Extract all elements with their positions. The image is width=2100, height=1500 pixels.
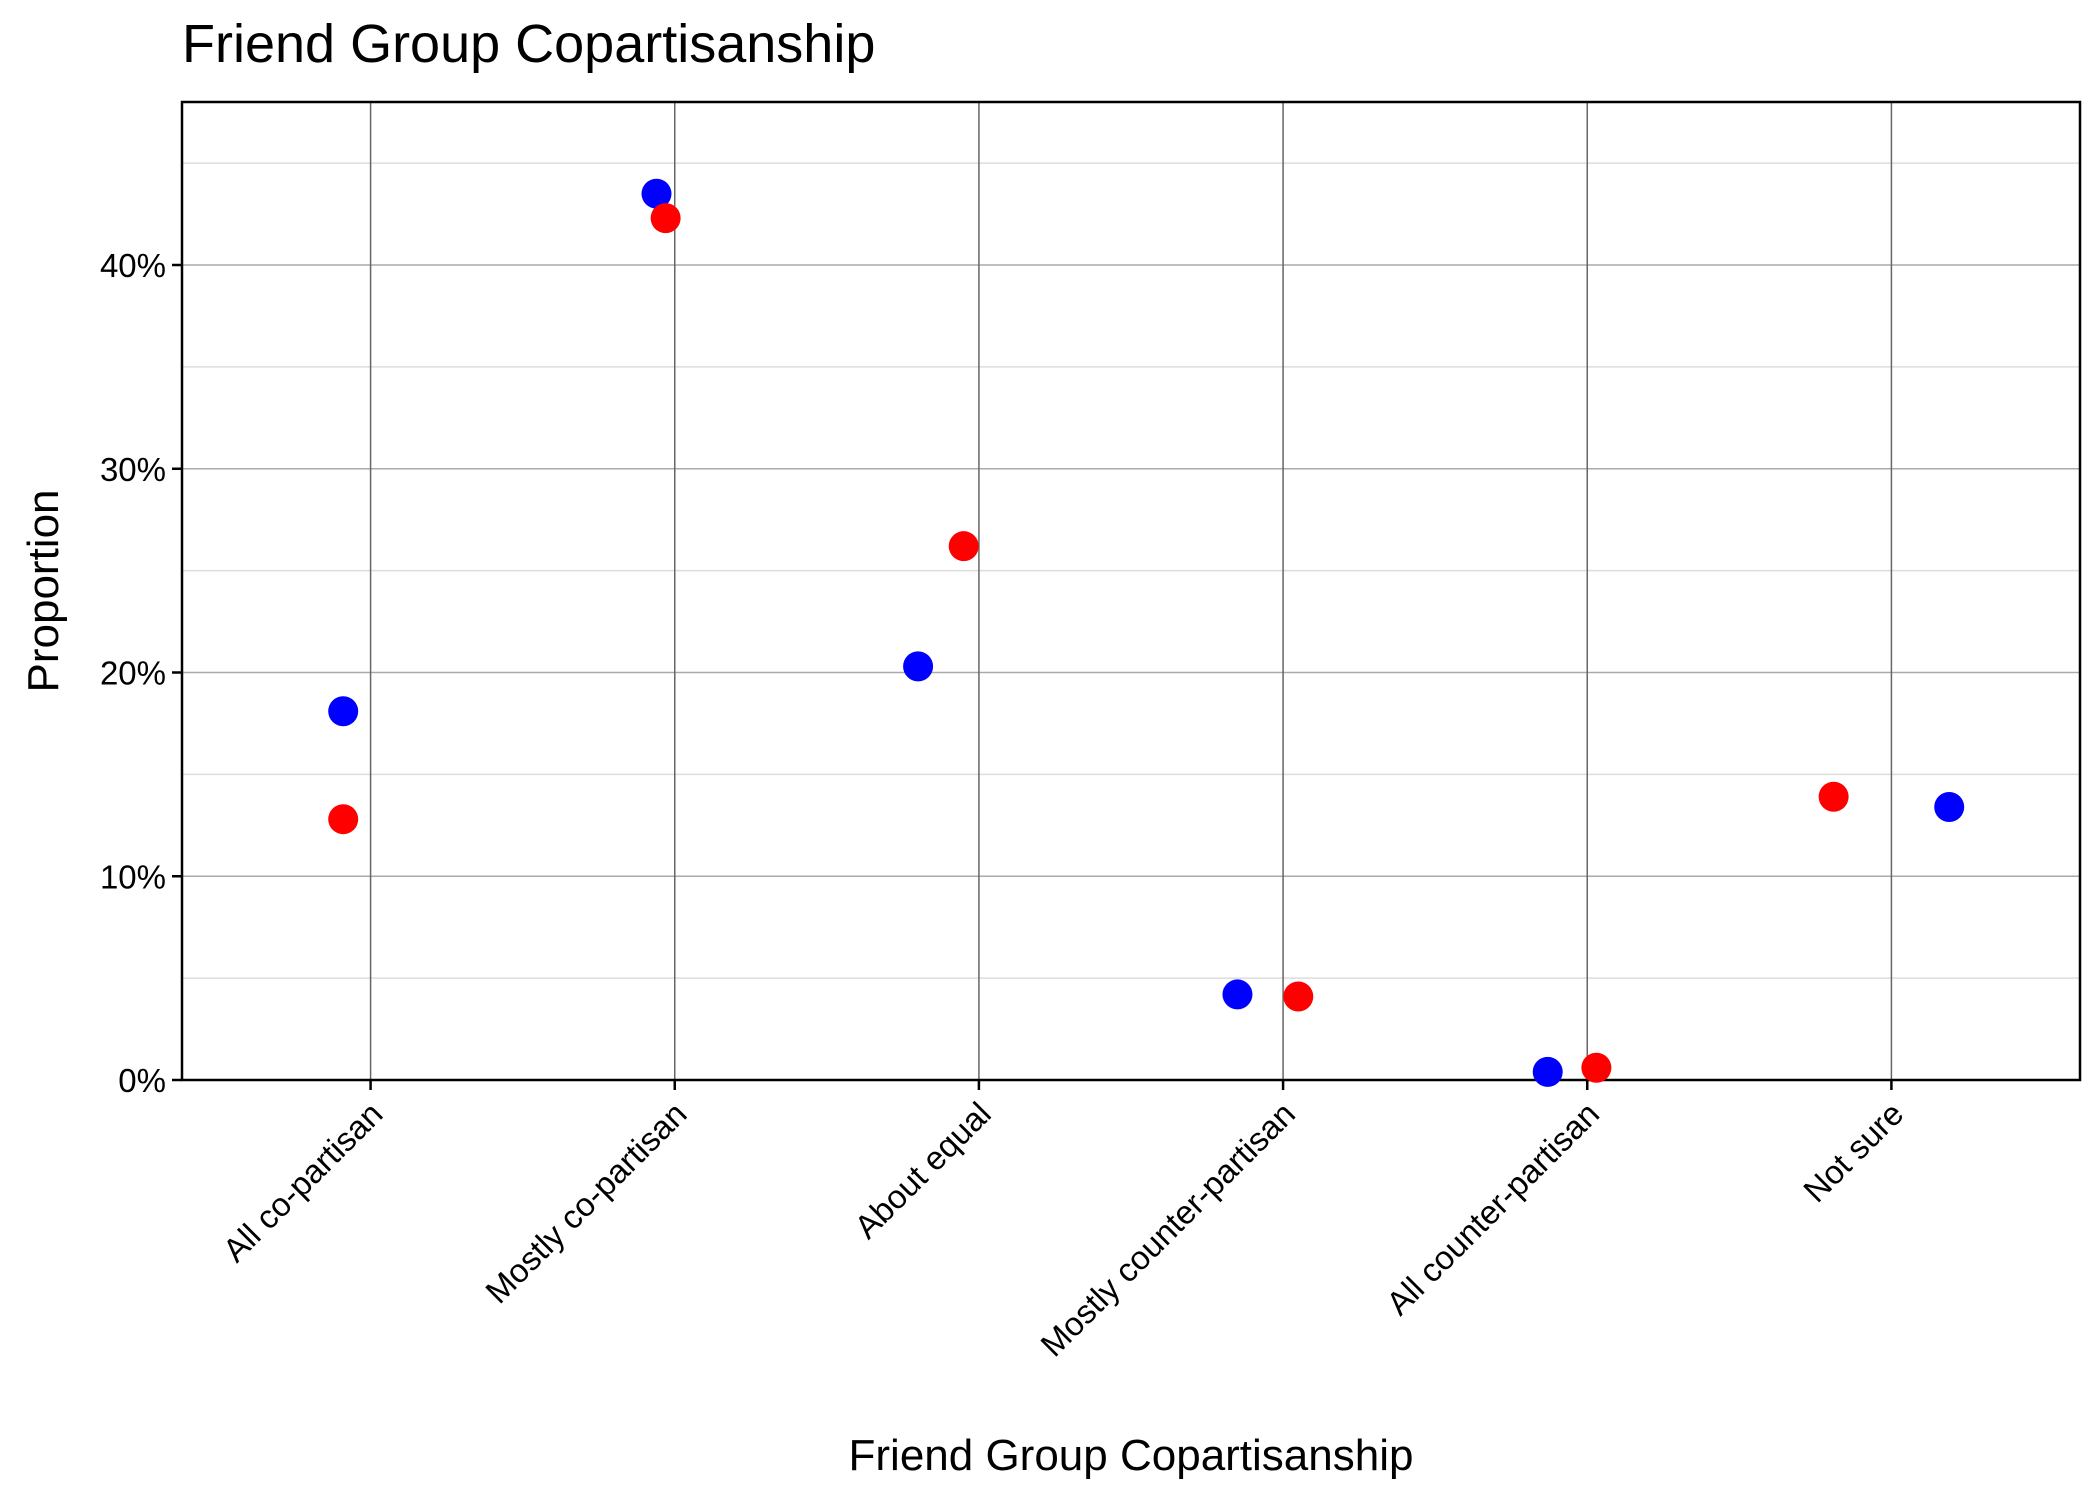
chart-title: Friend Group Copartisanship [182,14,875,74]
data-point [1283,981,1314,1012]
x-tick-label: About equal [847,1095,998,1246]
data-points [328,178,1965,1087]
y-axis-title: Proportion [19,489,68,692]
data-point [328,696,359,727]
y-axis-ticks: 0% 10% 20% 30% 40% [100,247,182,1099]
x-tick-label: Mostly counter-partisan [1033,1095,1302,1364]
y-tick-label: 0% [118,1062,166,1099]
x-axis-title: Friend Group Copartisanship [849,1431,1414,1480]
plot-border [180,100,2082,1082]
x-tick-label: Mostly co-partisan [478,1095,694,1311]
data-point [1934,791,1965,822]
data-point [1532,1056,1563,1087]
data-point [328,804,359,835]
data-point [1581,1052,1612,1083]
y-tick-label: 10% [100,858,166,895]
x-tick-label: All counter-partisan [1379,1095,1606,1322]
data-point [1222,979,1253,1010]
y-tick-label: 40% [100,247,166,284]
x-tick-label: All co-partisan [216,1095,390,1269]
x-axis-ticks: All co-partisan Mostly co-partisan About e… [216,1080,1910,1364]
y-tick-label: 20% [100,655,166,692]
y-tick-label: 30% [100,451,166,488]
data-point [650,203,681,234]
data-point [1818,781,1849,812]
grid-lines [182,102,2080,1081]
data-point [948,531,979,562]
data-point [903,651,934,682]
x-tick-label: Not sure [1796,1095,1910,1209]
data-point [641,178,672,209]
